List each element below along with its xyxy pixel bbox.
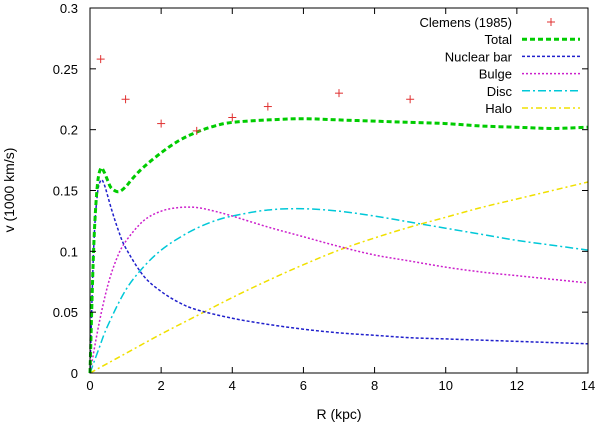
data-point-clemens <box>121 95 130 104</box>
data-point-clemens <box>192 126 201 135</box>
data-point-clemens <box>157 119 166 128</box>
x-tick-label: 10 <box>438 378 452 393</box>
series-line-nuclear-bar <box>89 179 589 374</box>
x-axis-label: R (kpc) <box>316 406 361 422</box>
x-tick-label: 8 <box>371 378 378 393</box>
y-tick-label: 0 <box>71 366 78 381</box>
legend: Clemens (1985) Total Nuclear bar Bulge Disc H… <box>420 15 580 116</box>
y-axis-label: v (1000 km/s) <box>1 148 17 233</box>
y-tick-label: 0.15 <box>53 184 78 199</box>
series-line-disc <box>89 207 589 374</box>
data-point-clemens <box>263 102 272 111</box>
data-point-clemens <box>228 113 237 122</box>
legend-label-total: Total <box>485 32 513 47</box>
y-tick-label: 0.25 <box>53 62 78 77</box>
y-tick-label: 0.3 <box>60 1 78 16</box>
x-tick-label: 0 <box>86 378 93 393</box>
data-point-clemens <box>96 55 105 64</box>
axis-ticks: 0 2 4 6 8 10 12 14 0 0.05 0.1 0.15 0.2 0.25 0.3 <box>53 1 596 393</box>
plot-frame <box>89 7 589 374</box>
series-line-total <box>88 117 589 374</box>
data-point-clemens <box>406 95 415 104</box>
data-point-clemens <box>335 89 343 98</box>
y-tick-label: 0.2 <box>60 123 78 138</box>
y-tick-label: 0.05 <box>53 305 78 320</box>
series-line-halo <box>89 181 589 374</box>
series-line-bulge <box>89 206 589 374</box>
legend-label-halo: Halo <box>485 101 512 116</box>
x-tick-label: 4 <box>229 378 236 393</box>
x-tick-label: 12 <box>510 378 524 393</box>
x-tick-label: 14 <box>581 378 595 393</box>
y-tick-label: 0.1 <box>60 244 78 259</box>
legend-label-bulge: Bulge <box>479 67 512 82</box>
x-tick-label: 6 <box>300 378 307 393</box>
legend-label-clemens-1985-: Clemens (1985) <box>420 15 513 30</box>
x-tick-label: 2 <box>158 378 165 393</box>
legend-label-disc: Disc <box>487 84 513 99</box>
plot-data <box>88 55 589 374</box>
legend-marker-clemens-1985- <box>547 18 555 26</box>
legend-label-nuclear-bar: Nuclear bar <box>445 49 513 64</box>
